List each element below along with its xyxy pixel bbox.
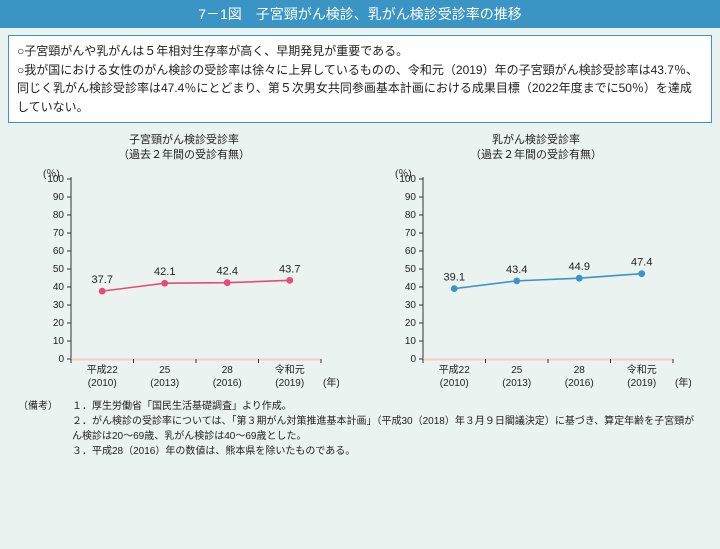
svg-text:(年): (年) [675,376,691,389]
svg-text:37.7: 37.7 [92,274,113,286]
svg-text:90: 90 [405,192,417,203]
svg-text:(％): (％) [43,169,60,180]
lead-line: ○我が国における女性のがん検診の受診率は徐々に上昇しているものの、令和元（201… [17,61,703,117]
svg-text:90: 90 [53,192,65,203]
svg-text:28: 28 [222,365,234,376]
svg-text:令和元: 令和元 [627,363,657,376]
svg-text:60: 60 [53,246,65,257]
svg-text:50: 50 [405,264,417,275]
chart-cervical: 子宮頸がん検診受診率 （過去２年間の受診有無） 0 10 20 30 40 50 60 70 8… [14,133,354,395]
lead-line: ○子宮頸がんや乳がんは５年相対生存率が高く、早期発見が重要である。 [17,42,703,61]
svg-text:40: 40 [53,282,65,293]
svg-text:70: 70 [53,228,65,239]
svg-text:25: 25 [159,365,171,376]
chart-title-line: 子宮頸がん検診受診率 [129,134,239,146]
svg-text:(2013): (2013) [150,378,179,389]
svg-text:39.1: 39.1 [444,272,465,284]
svg-text:80: 80 [405,210,417,221]
lead-box: ○子宮頸がんや乳がんは５年相対生存率が高く、早期発見が重要である。 ○我が国にお… [8,35,712,123]
svg-text:80: 80 [53,210,65,221]
svg-text:42.1: 42.1 [154,266,175,278]
svg-text:25: 25 [511,365,523,376]
svg-text:(2016): (2016) [565,378,594,389]
svg-text:43.4: 43.4 [506,264,527,276]
svg-text:20: 20 [53,318,65,329]
svg-text:平成22: 平成22 [439,364,471,376]
chart-title-line: （過去２年間の受診有無） [470,149,602,161]
svg-text:(2019): (2019) [627,378,656,389]
svg-text:0: 0 [410,354,416,365]
svg-text:10: 10 [53,336,65,347]
svg-text:50: 50 [53,264,65,275]
chart-title: 子宮頸がん検診受診率 （過去２年間の受診有無） [14,133,354,163]
svg-text:(2019): (2019) [275,378,304,389]
svg-text:44.9: 44.9 [569,261,590,273]
svg-text:28: 28 [574,365,586,376]
svg-text:令和元: 令和元 [275,363,305,376]
svg-text:(2013): (2013) [502,378,531,389]
chart-breast: 乳がん検診受診率 （過去２年間の受診有無） 0 10 20 30 40 50 60 70 80 9… [366,133,706,395]
svg-text:60: 60 [405,246,417,257]
svg-text:(％): (％) [395,169,412,180]
footnote-item: １．厚生労働省「国民生活基礎調査」より作成。 [72,399,702,414]
svg-text:70: 70 [405,228,417,239]
svg-text:(2010): (2010) [440,378,469,389]
footnote-item: ３．平成28（2016）年の数値は、熊本県を除いたものである。 [72,444,702,459]
svg-text:10: 10 [405,336,417,347]
charts-row: 子宮頸がん検診受診率 （過去２年間の受診有無） 0 10 20 30 40 50 60 70 8… [0,127,720,395]
footnote-item: ２．がん検診の受診率については、「第３期がん対策推進基本計画」（平成30（201… [72,414,702,444]
footnote-label: （備考） [18,399,72,459]
chart-svg: 0102030405060708090100(％)39.143.444.947.… [381,165,691,395]
svg-text:40: 40 [405,282,417,293]
svg-text:30: 30 [405,300,417,311]
chart-svg: 0102030405060708090100(％)37.742.142.443.… [29,165,339,395]
svg-text:(年): (年) [323,376,339,389]
svg-text:平成22: 平成22 [87,364,119,376]
chart-title-line: 乳がん検診受診率 [492,134,580,146]
chart-title-line: （過去２年間の受診有無） [118,149,250,161]
chart-title: 乳がん検診受診率 （過去２年間の受診有無） [366,133,706,163]
svg-text:(2016): (2016) [213,378,242,389]
svg-text:42.4: 42.4 [217,266,238,278]
svg-text:20: 20 [405,318,417,329]
svg-text:43.7: 43.7 [279,263,300,275]
svg-text:30: 30 [53,300,65,311]
page-title: 7－1図 子宮頸がん検診、乳がん検診受診率の推移 [0,0,720,28]
footnotes: （備考） １．厚生労働省「国民生活基礎調査」より作成。 ２．がん検診の受診率につ… [0,395,720,475]
svg-text:(2010): (2010) [88,378,117,389]
svg-text:0: 0 [58,354,64,365]
svg-text:47.4: 47.4 [631,257,652,269]
